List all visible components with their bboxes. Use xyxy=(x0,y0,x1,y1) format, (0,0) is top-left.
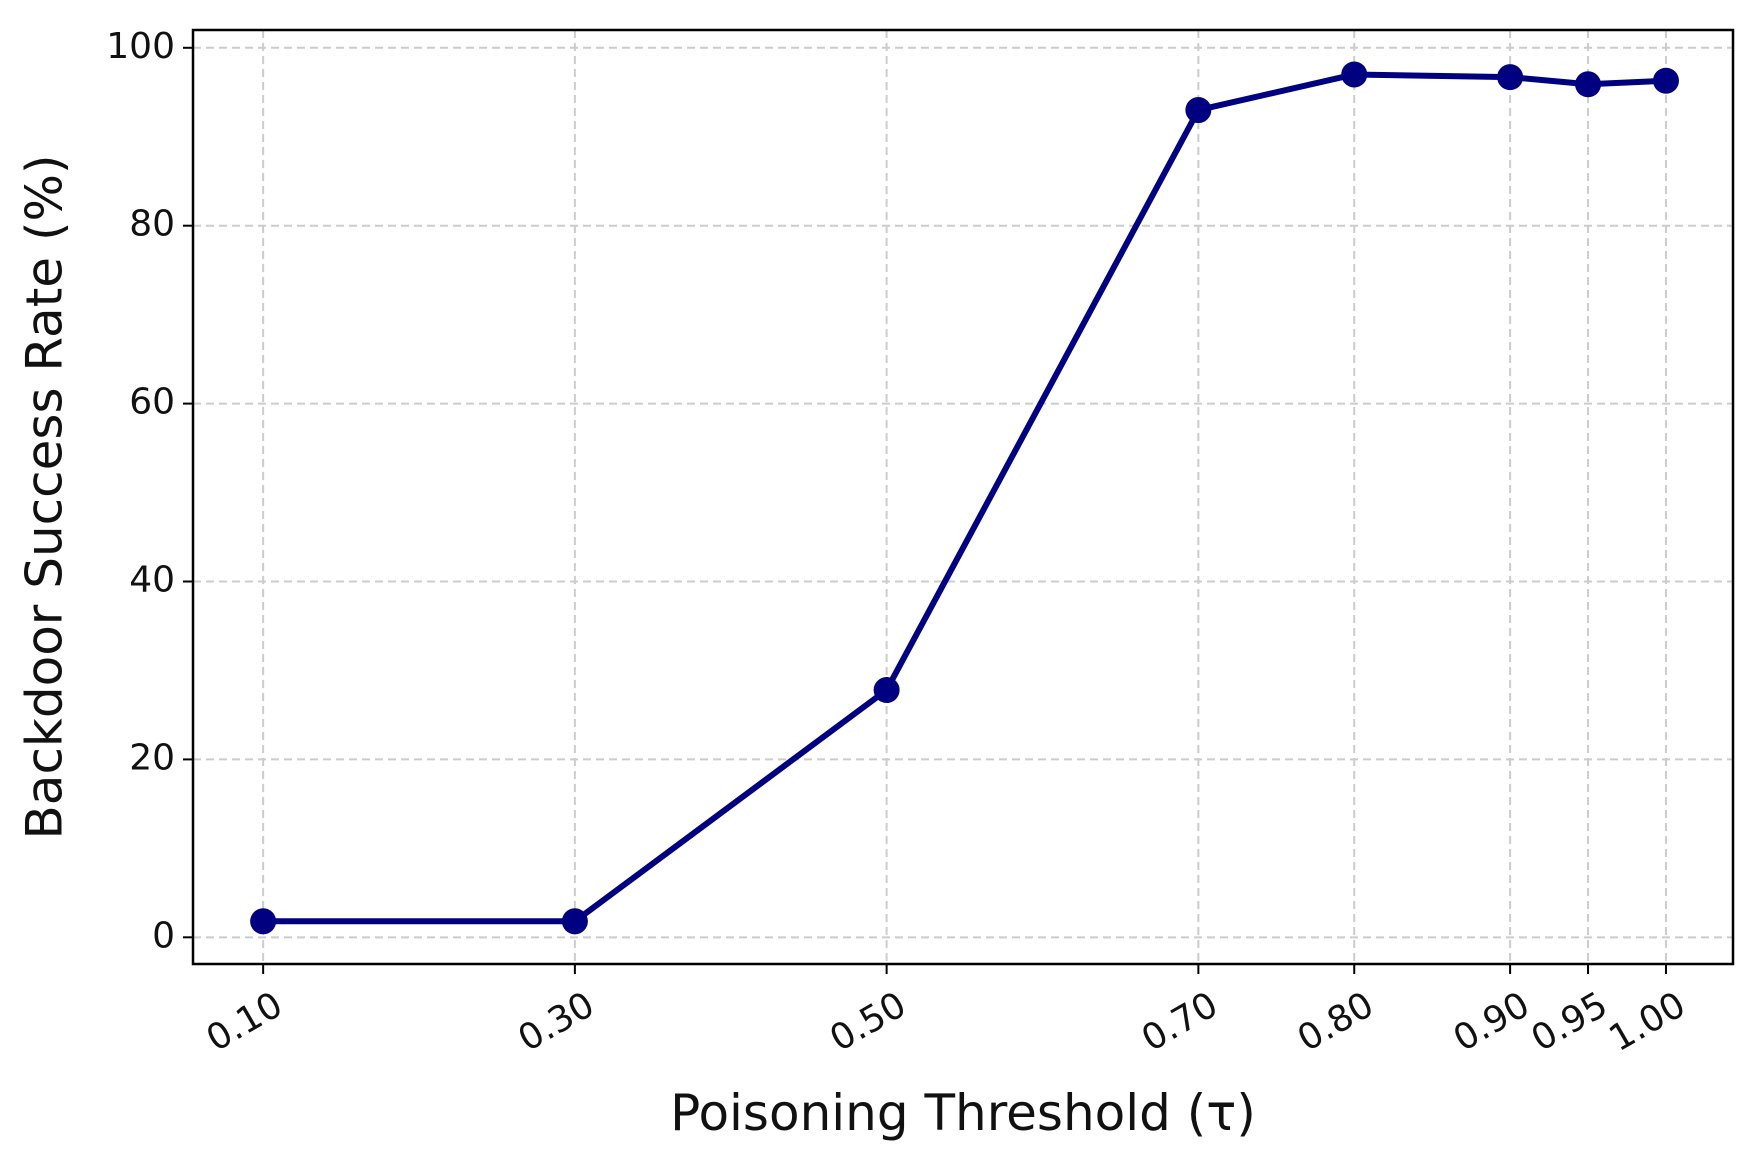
y-tick-label: 20 xyxy=(129,737,175,778)
x-axis-label: Poisoning Threshold (τ) xyxy=(670,1084,1256,1142)
x-tick-label: 0.50 xyxy=(823,984,913,1060)
y-axis-label: Backdoor Success Rate (%) xyxy=(16,155,74,840)
y-tick-label: 40 xyxy=(129,560,175,601)
marker xyxy=(1341,61,1368,88)
x-tick-label: 0.70 xyxy=(1135,984,1225,1060)
x-tick-label: 0.95 xyxy=(1525,984,1615,1060)
marker xyxy=(1185,97,1212,124)
marker xyxy=(1497,64,1524,91)
y-tick-label: 0 xyxy=(152,915,175,956)
y-tick-label: 60 xyxy=(129,382,175,423)
y-tick-label: 100 xyxy=(106,26,175,67)
line xyxy=(263,71,1667,925)
marker xyxy=(250,908,277,935)
x-tick-label: 0.10 xyxy=(200,984,290,1060)
marker xyxy=(1575,71,1602,98)
marker xyxy=(873,677,900,704)
plot-frame xyxy=(191,28,1735,966)
x-tick-label: 1.00 xyxy=(1603,984,1693,1060)
x-tick-label: 0.90 xyxy=(1447,984,1537,1060)
marker xyxy=(561,908,588,935)
x-tick-label: 0.30 xyxy=(511,984,601,1060)
x-tick-label: 0.80 xyxy=(1291,984,1381,1060)
marker xyxy=(1652,67,1679,94)
y-tick-label: 80 xyxy=(129,204,175,245)
